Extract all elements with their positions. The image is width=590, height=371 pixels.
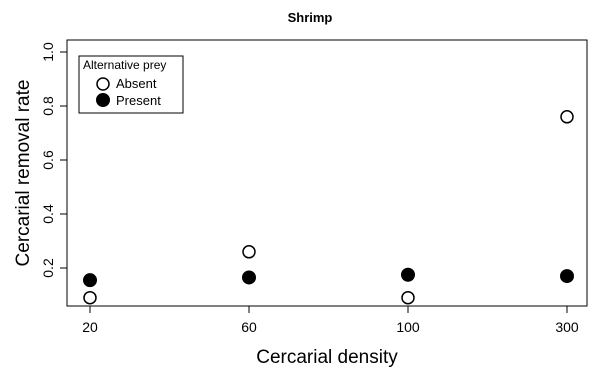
point-present-100 — [401, 267, 415, 282]
x-axis: 20 60 100 300 — [82, 306, 579, 335]
y-tick-label: 0.4 — [40, 204, 56, 224]
legend-absent-marker — [96, 77, 110, 91]
point-absent-100 — [401, 290, 415, 305]
point-present-60 — [242, 270, 256, 285]
legend-box — [78, 55, 184, 114]
y-tick-label: 0.2 — [40, 258, 56, 278]
data-points — [83, 110, 574, 305]
x-tick-label: 60 — [241, 319, 257, 335]
x-tick-label: 300 — [555, 319, 579, 335]
legend: Alternative prey Absent Present — [78, 55, 184, 114]
legend-present-marker — [96, 93, 110, 107]
point-present-300 — [560, 269, 574, 284]
y-axis: 0.2 0.4 0.6 0.8 1.0 — [40, 42, 67, 278]
chart-title: Shrimp — [288, 10, 333, 25]
x-tick-label: 20 — [82, 319, 98, 335]
y-axis-label: Cercarial removal rate — [13, 80, 34, 267]
legend-absent-label: Absent — [116, 76, 157, 91]
x-axis-label: Cercarial density — [256, 347, 398, 368]
point-absent-20 — [83, 290, 97, 305]
plot-frame — [66, 39, 588, 307]
legend-title: Alternative prey — [83, 58, 166, 72]
legend-present-label: Present — [116, 93, 161, 108]
y-tick-label: 0.8 — [40, 96, 56, 116]
y-tick-label: 1.0 — [40, 42, 56, 62]
point-present-20 — [83, 273, 97, 288]
point-absent-300 — [560, 110, 574, 124]
x-tick-label: 100 — [396, 319, 420, 335]
point-absent-60 — [242, 245, 256, 259]
y-tick-label: 0.6 — [40, 150, 56, 170]
